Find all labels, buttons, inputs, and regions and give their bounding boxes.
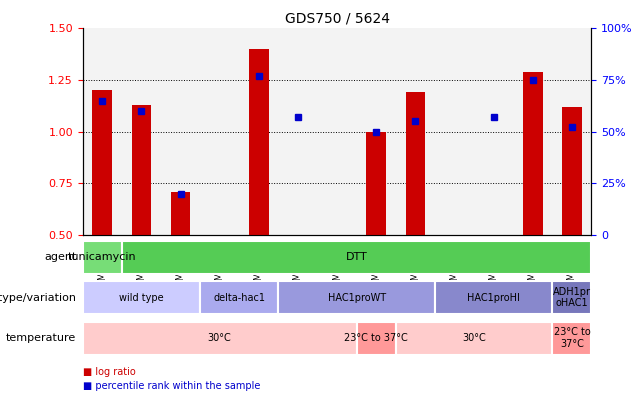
Bar bbox=[132, 105, 151, 235]
Text: ■ log ratio: ■ log ratio bbox=[83, 367, 135, 377]
Title: GDS750 / 5624: GDS750 / 5624 bbox=[284, 12, 390, 26]
Text: HAC1proWT: HAC1proWT bbox=[328, 293, 385, 303]
Bar bbox=[249, 49, 268, 235]
Bar bbox=[474, 28, 513, 235]
Bar bbox=[357, 28, 396, 235]
FancyBboxPatch shape bbox=[83, 281, 200, 314]
Bar bbox=[161, 28, 200, 235]
Text: agent: agent bbox=[44, 252, 76, 262]
Bar bbox=[396, 28, 435, 235]
Bar bbox=[170, 192, 190, 235]
Bar bbox=[552, 28, 591, 235]
Text: 30°C: 30°C bbox=[208, 333, 232, 343]
Text: delta-hac1: delta-hac1 bbox=[213, 293, 265, 303]
Bar bbox=[562, 107, 582, 235]
Text: genotype/variation: genotype/variation bbox=[0, 293, 76, 303]
FancyBboxPatch shape bbox=[122, 241, 591, 274]
FancyBboxPatch shape bbox=[396, 322, 552, 355]
FancyBboxPatch shape bbox=[435, 281, 552, 314]
Text: ■ percentile rank within the sample: ■ percentile rank within the sample bbox=[83, 381, 260, 391]
Bar bbox=[279, 28, 317, 235]
FancyBboxPatch shape bbox=[200, 281, 279, 314]
Bar bbox=[366, 132, 386, 235]
Bar bbox=[523, 72, 543, 235]
Bar bbox=[435, 28, 474, 235]
FancyBboxPatch shape bbox=[357, 322, 396, 355]
FancyBboxPatch shape bbox=[83, 241, 122, 274]
Text: 30°C: 30°C bbox=[462, 333, 486, 343]
Bar bbox=[239, 28, 279, 235]
Text: tunicamycin: tunicamycin bbox=[68, 252, 137, 262]
FancyBboxPatch shape bbox=[552, 281, 591, 314]
Bar bbox=[92, 90, 112, 235]
Bar bbox=[200, 28, 239, 235]
Text: 23°C to 37°C: 23°C to 37°C bbox=[344, 333, 408, 343]
Text: DTT: DTT bbox=[346, 252, 368, 262]
Text: temperature: temperature bbox=[6, 333, 76, 343]
FancyBboxPatch shape bbox=[83, 322, 357, 355]
Bar bbox=[406, 92, 425, 235]
Text: ADH1pr
oHAC1: ADH1pr oHAC1 bbox=[553, 287, 591, 309]
Text: HAC1proHI: HAC1proHI bbox=[467, 293, 520, 303]
Bar bbox=[513, 28, 552, 235]
FancyBboxPatch shape bbox=[552, 322, 591, 355]
Bar bbox=[83, 28, 122, 235]
Text: 23°C to
37°C: 23°C to 37°C bbox=[553, 327, 590, 349]
Bar bbox=[317, 28, 357, 235]
Bar bbox=[122, 28, 161, 235]
FancyBboxPatch shape bbox=[279, 281, 435, 314]
Text: wild type: wild type bbox=[119, 293, 163, 303]
